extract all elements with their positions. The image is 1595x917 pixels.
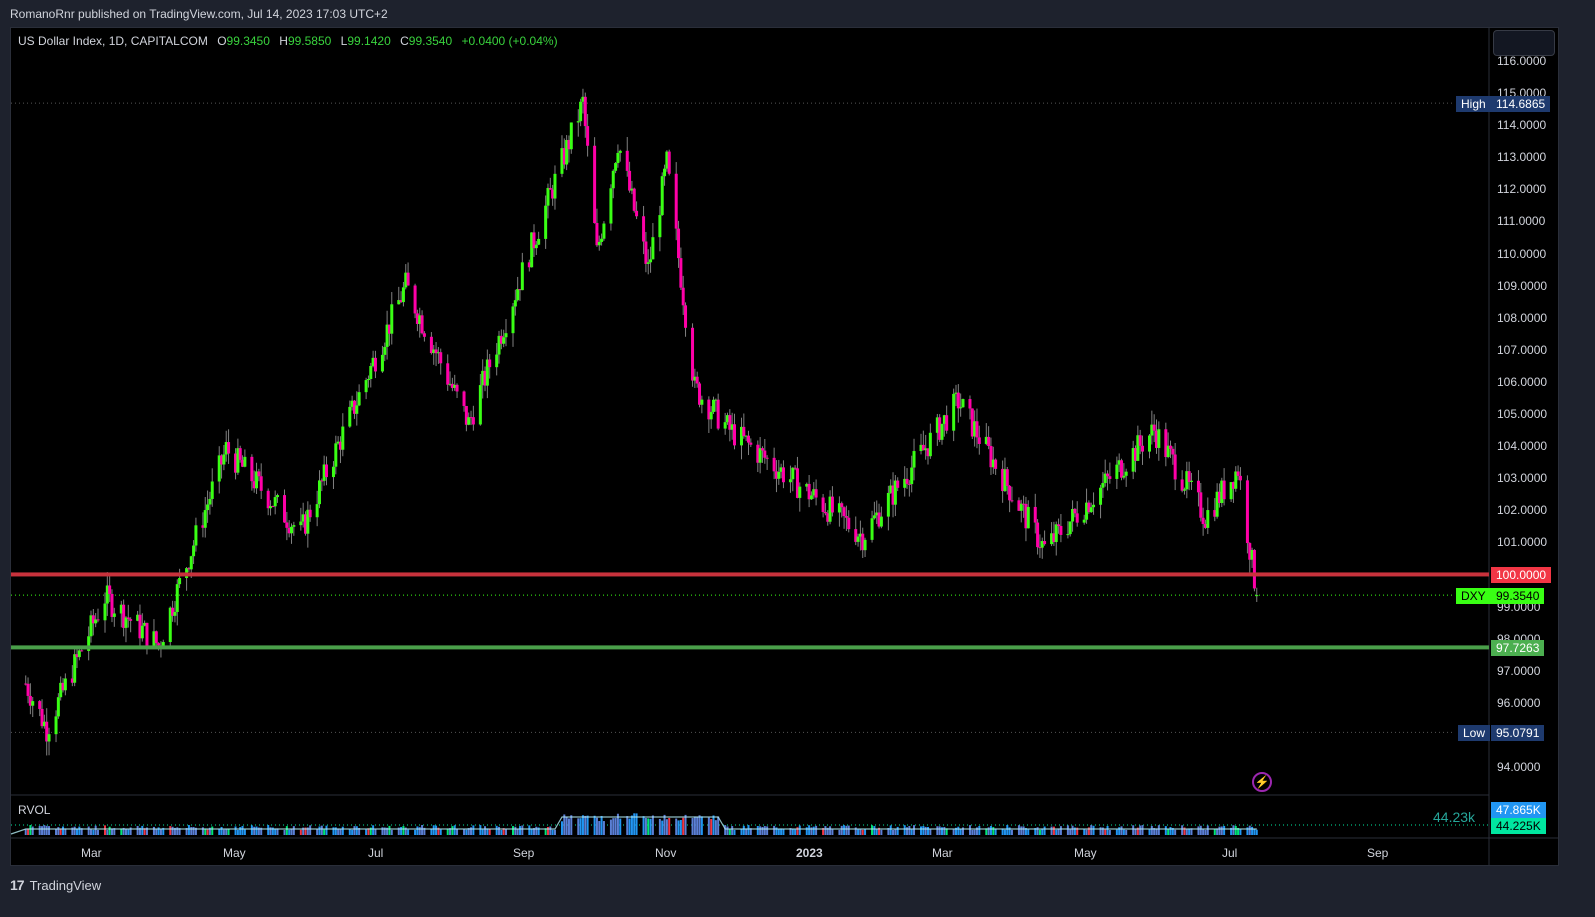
brand-name[interactable]: TradingView: [29, 877, 102, 893]
low-label: L: [340, 34, 348, 48]
resistance-tag-value: 100.0000: [1491, 567, 1552, 583]
support-tag-value: 97.7263: [1491, 640, 1545, 656]
close-value: 99.3540: [408, 34, 453, 48]
price-tick: 97.0000: [1497, 663, 1541, 678]
price-tick: 105.0000: [1497, 406, 1548, 421]
price-tick: 108.0000: [1497, 310, 1548, 325]
time-tick: May: [1074, 846, 1097, 860]
time-tick: Jul: [1222, 846, 1238, 860]
price-tick: 102.0000: [1497, 503, 1548, 518]
time-tick: Nov: [655, 846, 677, 860]
chart-control-box[interactable]: [1493, 30, 1555, 56]
chart-legend: US Dollar Index, 1D, CAPITALCOM O99.3450…: [18, 34, 558, 48]
high-tag-label: High: [1456, 96, 1491, 112]
close-label: C: [400, 34, 409, 48]
symbol-title: US Dollar Index, 1D, CAPITALCOM: [18, 34, 208, 48]
time-tick: Sep: [513, 846, 535, 860]
rvol-current-tag: 44.225K: [1491, 818, 1546, 834]
price-tick: 111.0000: [1497, 214, 1546, 229]
indicator-name[interactable]: RVOL: [18, 803, 51, 817]
change-value: +0.0400 (+0.04%): [461, 34, 558, 48]
price-tick: 109.0000: [1497, 278, 1548, 293]
price-tick: 106.0000: [1497, 374, 1548, 389]
price-tick: 101.0000: [1497, 535, 1548, 550]
open-value: 99.3450: [226, 34, 270, 48]
price-tick: 114.0000: [1497, 118, 1547, 133]
time-tick: Jul: [368, 846, 384, 860]
high-tag-value: 114.6865: [1491, 96, 1551, 112]
tradingview-logo-icon[interactable]: 17: [10, 877, 25, 893]
high-value: 99.5850: [287, 34, 332, 48]
time-tick: Sep: [1367, 846, 1389, 860]
chart-frame: [10, 27, 1559, 866]
price-tick: 112.0000: [1497, 182, 1547, 197]
publisher-line: RomanoRnr published on TradingView.com, …: [10, 7, 388, 21]
high-label: H: [279, 34, 288, 48]
time-tick: Mar: [932, 846, 953, 860]
price-tick: 104.0000: [1497, 439, 1548, 454]
time-tick: 2023: [796, 846, 823, 860]
footer: 17 TradingView: [10, 877, 101, 893]
last-price-tag-value: 99.3540: [1491, 588, 1545, 604]
low-tag-value: 95.0791: [1491, 725, 1545, 741]
last-price-tag-label: DXY: [1456, 588, 1491, 604]
time-tick: May: [223, 846, 246, 860]
indicator-value-label: 44.23k: [1433, 809, 1476, 825]
open-label: O: [217, 34, 227, 48]
price-tick: 107.0000: [1497, 342, 1548, 357]
price-tick: 96.0000: [1497, 695, 1541, 710]
price-tick: 110.0000: [1497, 246, 1547, 261]
price-tick: 113.0000: [1497, 150, 1547, 165]
low-value: 99.1420: [347, 34, 391, 48]
rvol-upper-tag: 47.865K: [1491, 802, 1546, 818]
low-tag-label: Low: [1458, 725, 1491, 741]
price-tick: 103.0000: [1497, 471, 1548, 486]
time-tick: Mar: [81, 846, 102, 860]
price-tick: 116.0000: [1497, 54, 1547, 68]
price-tick: 94.0000: [1497, 759, 1541, 774]
lightning-icon[interactable]: ⚡: [1252, 772, 1272, 792]
